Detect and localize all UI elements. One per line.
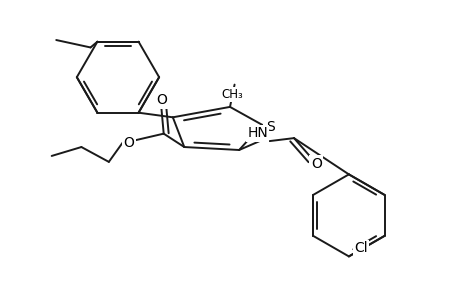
Text: CH₃: CH₃ (221, 88, 243, 101)
Text: S: S (266, 120, 275, 134)
Text: Cl: Cl (353, 242, 367, 256)
Text: O: O (123, 136, 134, 150)
Text: HN: HN (247, 126, 268, 140)
Text: O: O (310, 157, 321, 171)
Text: O: O (156, 94, 167, 107)
